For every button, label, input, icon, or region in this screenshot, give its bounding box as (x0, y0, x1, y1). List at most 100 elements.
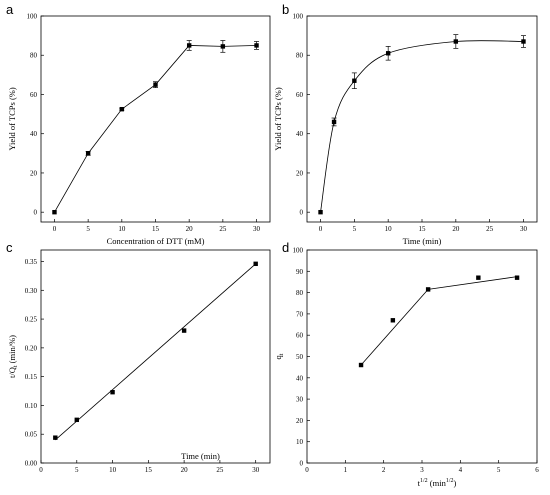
series-line (54, 45, 257, 213)
x-axis-title: Time (min) (403, 236, 442, 246)
y-axis-title: Yield of TCPs (%) (7, 87, 17, 151)
data-point (153, 82, 158, 87)
plot-frame (306, 249, 538, 464)
panel-letter-a: a (6, 2, 14, 17)
y-axis-title: qt (273, 353, 285, 359)
x-tick-label: 25 (486, 225, 494, 233)
data-point (331, 119, 337, 125)
data-point (85, 151, 91, 156)
x-tick-label: 4 (459, 466, 463, 474)
data-point (253, 261, 258, 267)
data-point (352, 78, 357, 83)
y-tick-label: 60 (296, 91, 304, 99)
x-axis-title: Time (min) (181, 451, 220, 461)
x-tick-label: 0 (39, 466, 43, 474)
y-tick-label: 80 (30, 52, 38, 60)
data-point (358, 362, 364, 368)
y-axis-title: Yield of TCPs (%) (273, 87, 283, 151)
y-tick-label: 0.35 (25, 258, 38, 266)
x-tick-label: 10 (109, 466, 117, 474)
y-tick-label: 20 (30, 169, 38, 177)
y-tick-label: 0.00 (25, 460, 38, 468)
y-tick-label: 40 (296, 130, 304, 138)
data-point (425, 287, 431, 292)
y-axis-title: t/Qt (min/%) (7, 335, 19, 378)
data-point (521, 39, 526, 44)
fit-line (55, 263, 256, 441)
y-tick-label: 40 (296, 374, 304, 382)
y-tick-label: 0 (34, 209, 38, 217)
panel-a-chart: 0 5 10 15 20 25 30 0 20 40 60 80 100 Concentration of… (7, 13, 271, 246)
y-tick-label: 20 (296, 169, 304, 177)
y-tick-label: 80 (296, 52, 304, 60)
x-tick-label: 0 (305, 466, 309, 474)
y-tick-label: 0.15 (25, 373, 38, 381)
fit-segment (360, 289, 429, 366)
x-tick-label: 10 (118, 225, 126, 233)
data-point (186, 43, 192, 48)
x-tick-label: 1 (344, 466, 348, 474)
y-tick-label: 0 (300, 209, 304, 217)
plot-frame (40, 15, 271, 223)
x-axis-title: t1/2 (min1/2) (418, 478, 457, 488)
x-tick-label: 5 (353, 225, 357, 233)
panel-b-chart: 0 5 10 15 20 25 30 0 20 40 60 80 100 Time (min) Yield … (273, 13, 538, 246)
y-tick-label: 80 (296, 289, 304, 297)
x-tick-label: 6 (535, 466, 539, 474)
plot-frame (306, 15, 538, 223)
y-tick-label: 60 (296, 332, 304, 340)
y-tick-label: 0.30 (25, 287, 38, 295)
data-point (476, 275, 481, 280)
y-tick-label: 0.05 (25, 431, 38, 439)
y-tick-label: 60 (30, 91, 38, 99)
series-curve (320, 40, 524, 213)
x-tick-label: 15 (152, 225, 160, 233)
data-point (385, 51, 391, 56)
y-tick-label: 0.20 (25, 344, 38, 352)
y-tick-label: 90 (296, 268, 304, 276)
y-tick-label: 0 (300, 460, 304, 468)
y-tick-label: 40 (30, 130, 38, 138)
data-point (181, 328, 187, 333)
y-tick-label: 100 (27, 13, 38, 21)
y-tick-label: 100 (293, 247, 304, 255)
data-point (220, 44, 226, 49)
panel-letter-c: c (6, 240, 13, 255)
data-point (453, 39, 459, 44)
x-tick-label: 20 (186, 225, 194, 233)
x-tick-label: 5 (75, 466, 79, 474)
data-point (514, 275, 520, 280)
data-point (110, 389, 115, 395)
x-tick-label: 2 (382, 466, 386, 474)
plot-frame (40, 249, 271, 464)
x-tick-label: 15 (419, 225, 427, 233)
data-point (119, 106, 125, 112)
x-tick-label: 30 (520, 225, 528, 233)
data-point (53, 435, 58, 440)
panel-letter-d: d (282, 240, 289, 255)
x-tick-label: 5 (497, 466, 501, 474)
x-tick-label: 3 (420, 466, 424, 474)
x-tick-label: 25 (219, 225, 227, 233)
y-tick-label: 100 (293, 13, 304, 21)
y-tick-label: 0.10 (25, 402, 38, 410)
y-tick-label: 0.25 (25, 316, 38, 324)
data-point (254, 43, 259, 48)
x-tick-label: 30 (252, 466, 260, 474)
y-tick-label: 20 (296, 417, 304, 425)
x-tick-label: 25 (216, 466, 224, 474)
fit-segment (428, 276, 518, 290)
x-tick-label: 15 (145, 466, 153, 474)
x-tick-label: 0 (319, 225, 323, 233)
data-point (74, 417, 79, 423)
x-tick-label: 20 (452, 225, 460, 233)
y-tick-label: 10 (296, 438, 304, 446)
panel-letter-b: b (282, 2, 289, 17)
x-tick-label: 0 (53, 225, 57, 233)
data-point (390, 318, 396, 323)
x-axis-title: Concentration of DTT (mM) (107, 236, 205, 246)
y-tick-label: 70 (296, 310, 304, 318)
data-point (318, 209, 323, 215)
x-tick-label: 20 (181, 466, 189, 474)
